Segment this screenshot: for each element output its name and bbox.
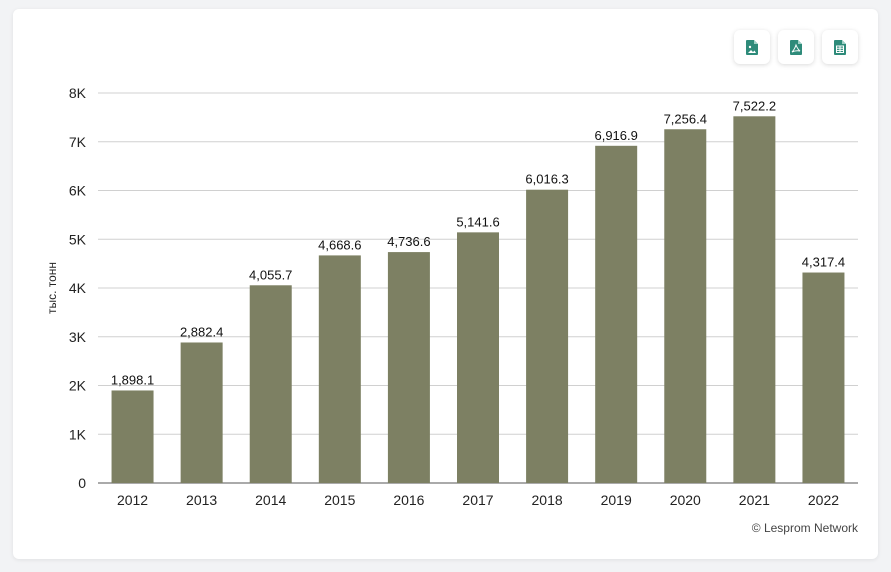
bar-2020[interactable] [664, 129, 707, 484]
x-tick-label-2012: 2012 [117, 492, 148, 508]
bar-2012[interactable] [111, 390, 154, 483]
x-tick-label-2021: 2021 [739, 492, 770, 508]
x-tick-label-2019: 2019 [601, 492, 632, 508]
y-tick-label: 6K [69, 183, 87, 199]
value-label-2022: 4,317.4 [802, 255, 845, 270]
x-tick-label-2016: 2016 [393, 492, 424, 508]
y-tick-label: 8K [69, 85, 87, 101]
x-tick-label-2022: 2022 [808, 492, 839, 508]
y-axis-label: тыс. тонн [45, 262, 59, 314]
bar-2017[interactable] [457, 232, 499, 483]
value-labels: 1,898.1 2,882.4 4,055.7 4,668.6 4,736.6 5,141… [111, 98, 845, 387]
bar-2021[interactable] [733, 116, 776, 483]
x-tick-label-2020: 2020 [670, 492, 701, 508]
credit-text: © Lesprom Network [751, 521, 858, 535]
value-label-2017: 5,141.6 [456, 214, 499, 229]
x-tick-label-2014: 2014 [255, 492, 286, 508]
y-tick-label: 7K [69, 134, 87, 150]
y-tick-label: 0 [78, 475, 86, 491]
export-spreadsheet-button[interactable] [822, 30, 858, 64]
y-tick-label: 2K [69, 378, 87, 394]
x-tick-label-2015: 2015 [324, 492, 355, 508]
value-label-2020: 7,256.4 [664, 111, 707, 126]
image-file-icon [746, 39, 758, 55]
value-label-2012: 1,898.1 [111, 372, 154, 387]
x-tick-label-2018: 2018 [532, 492, 563, 508]
bar-2018[interactable] [526, 189, 569, 483]
y-axis-ticks: 0 1K 2K 3K 4K 5K 6K 7K 8K [69, 85, 87, 491]
x-tick-label-2013: 2013 [186, 492, 217, 508]
value-label-2015: 4,668.6 [318, 237, 361, 252]
bar-2013[interactable] [180, 342, 223, 483]
y-tick-label: 4K [69, 280, 87, 296]
value-label-2021: 7,522.2 [733, 98, 776, 113]
bar-2022[interactable] [802, 272, 845, 483]
pdf-file-icon [790, 39, 802, 55]
y-tick-label: 5K [69, 231, 87, 247]
bar-2016[interactable] [387, 252, 430, 483]
export-pdf-button[interactable] [778, 30, 814, 64]
spreadsheet-file-icon [834, 39, 846, 55]
value-label-2014: 4,055.7 [249, 267, 292, 282]
value-label-2018: 6,016.3 [525, 172, 568, 187]
bar-2019[interactable] [595, 145, 638, 483]
value-label-2013: 2,882.4 [180, 324, 223, 339]
x-axis-ticks: 2012 2013 2014 2015 2016 2017 2018 2019 2020 2021… [117, 492, 839, 508]
value-label-2019: 6,916.9 [594, 128, 637, 143]
bars [111, 116, 845, 484]
bar-2014[interactable] [249, 285, 292, 483]
bar-2015[interactable] [318, 255, 361, 483]
x-tick-label-2017: 2017 [462, 492, 493, 508]
y-tick-label: 1K [69, 426, 87, 442]
y-tick-label: 3K [69, 329, 87, 345]
export-image-button[interactable] [734, 30, 770, 64]
value-label-2016: 4,736.6 [387, 234, 430, 249]
